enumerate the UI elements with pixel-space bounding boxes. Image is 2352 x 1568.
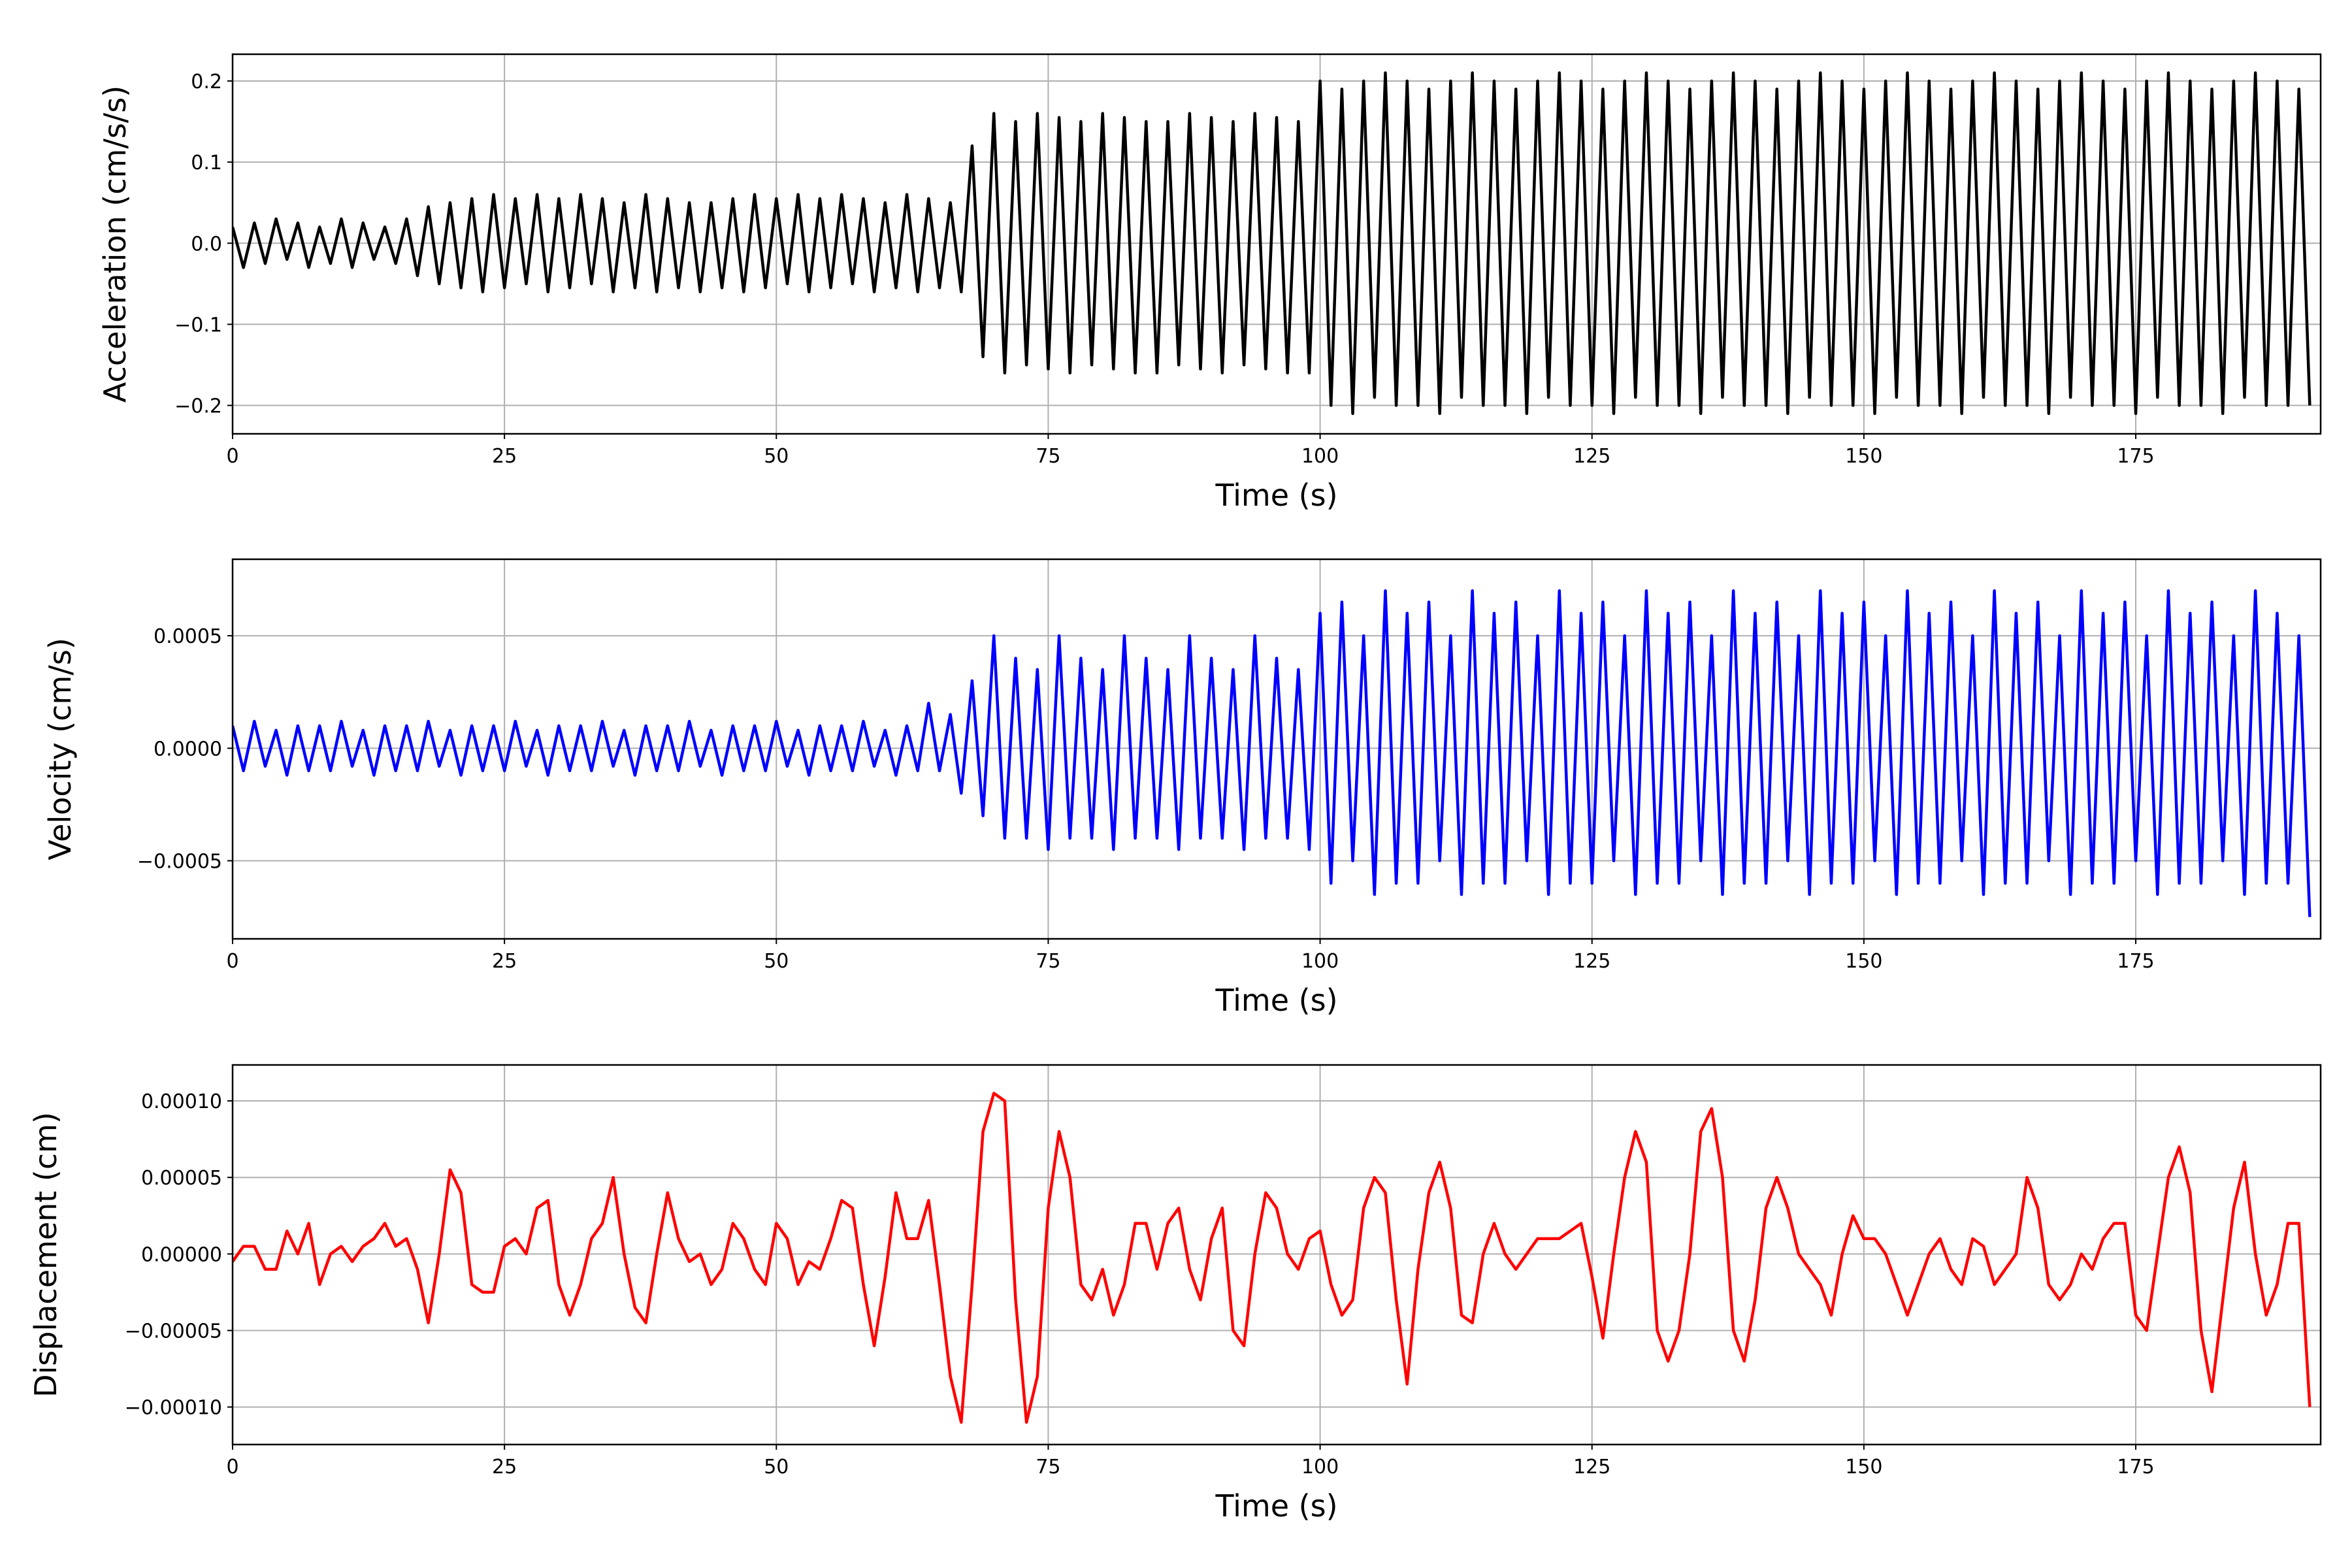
y-axis-label: Displacement (cm) <box>28 1112 63 1397</box>
x-tick-label: 25 <box>492 1456 517 1478</box>
x-axis-label: Time (s) <box>1215 983 1337 1018</box>
y-tick-label: 0.00000 <box>141 1243 222 1266</box>
y-tick-label: −0.0005 <box>137 850 222 873</box>
x-tick-label: 125 <box>1573 445 1610 468</box>
y-tick-label: 0.2 <box>191 71 222 93</box>
x-tick-label: 175 <box>2117 445 2154 468</box>
plot-frame <box>231 53 2322 435</box>
x-tick-label: 50 <box>764 950 789 973</box>
y-tick-label: 0.00010 <box>141 1090 222 1113</box>
x-tick-label: 75 <box>1036 445 1060 468</box>
y-axis-label: Acceleration (cm/s/s) <box>97 86 133 402</box>
y-tick-label: 0.1 <box>191 152 222 174</box>
x-tick-label: 100 <box>1301 445 1339 468</box>
y-tick-label: 0.0000 <box>154 738 222 760</box>
x-tick-label: 50 <box>764 1456 789 1478</box>
x-tick-label: 150 <box>1845 950 1882 973</box>
y-tick-label: 0.00005 <box>141 1167 222 1190</box>
x-tick-label: 100 <box>1301 950 1339 973</box>
data-line <box>233 1092 2311 1424</box>
plot-frame <box>231 558 2322 940</box>
x-tick-label: 175 <box>2117 950 2154 973</box>
x-tick-label: 50 <box>764 445 789 468</box>
y-tick-label: −0.00010 <box>125 1397 222 1420</box>
y-axis-label: Velocity (cm/s) <box>42 638 78 860</box>
x-tick-label: 150 <box>1845 445 1882 468</box>
x-axis-label: Time (s) <box>1215 478 1337 513</box>
x-tick-label: 175 <box>2117 1456 2154 1478</box>
plot-frame <box>231 1064 2322 1446</box>
x-tick-label: 0 <box>226 950 238 973</box>
y-tick-label: −0.2 <box>174 395 222 418</box>
x-tick-label: 75 <box>1036 1456 1060 1478</box>
y-tick-label: −0.00005 <box>125 1320 222 1343</box>
data-line <box>233 71 2311 416</box>
x-tick-label: 75 <box>1036 950 1060 973</box>
x-tick-label: 125 <box>1573 950 1610 973</box>
x-tick-label: 25 <box>492 950 517 973</box>
x-tick-label: 0 <box>226 445 238 468</box>
y-tick-label: −0.1 <box>174 314 222 336</box>
x-tick-label: 100 <box>1301 1456 1339 1478</box>
x-tick-label: 150 <box>1845 1456 1882 1478</box>
x-tick-label: 0 <box>226 1456 238 1478</box>
x-tick-label: 25 <box>492 445 517 468</box>
data-line <box>233 589 2311 917</box>
y-tick-label: 0.0005 <box>154 625 222 648</box>
x-axis-label: Time (s) <box>1215 1488 1337 1524</box>
y-tick-label: 0.0 <box>191 233 222 255</box>
x-tick-label: 125 <box>1573 1456 1610 1478</box>
